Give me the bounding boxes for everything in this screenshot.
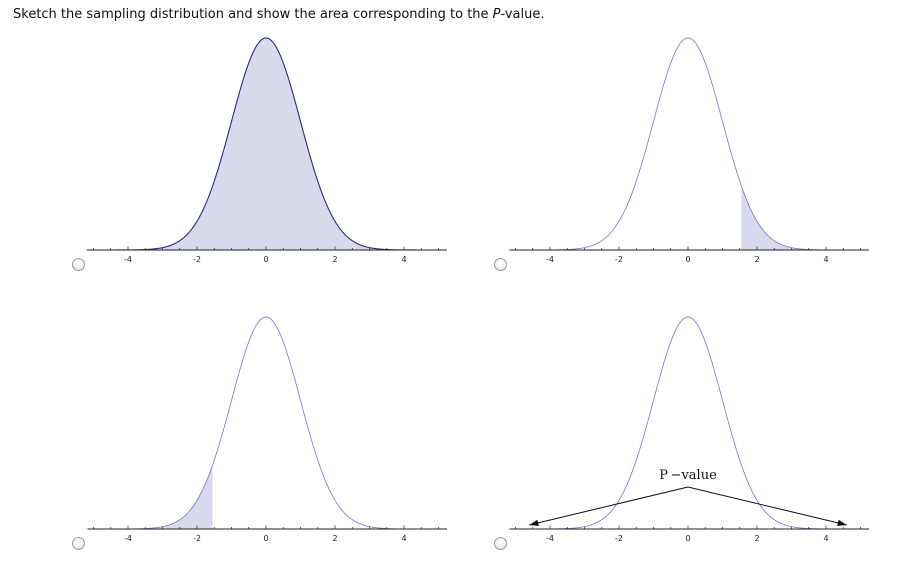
density-curve (508, 37, 868, 251)
tick-label: -4 (124, 255, 132, 264)
tick-label: 4 (401, 534, 406, 543)
option-b: -4 -2 0 2 4 (492, 30, 912, 292)
option-a: -4 -2 0 2 4 (70, 30, 490, 292)
tick-label: 4 (401, 255, 406, 264)
tick-label: 4 (823, 534, 828, 543)
option-c: -4 -2 0 2 4 (70, 309, 490, 571)
shaded-area (741, 186, 868, 250)
shaded-area (86, 465, 213, 529)
option-a-plot: -4 -2 0 2 4 (86, 37, 447, 264)
option-a-radio[interactable] (72, 258, 85, 271)
tick-label: 0 (263, 534, 268, 543)
tick-label: 0 (685, 534, 690, 543)
p-value-label: P −value (659, 468, 717, 483)
option-d-plot: -4 -2 0 2 4 P −value (508, 316, 869, 543)
question-prefix: Sketch the sampling distribution and sho… (13, 7, 493, 22)
option-d: -4 -2 0 2 4 P −value (492, 309, 912, 571)
right-arrow-line (687, 486, 847, 526)
right-arrowhead (837, 519, 847, 527)
tick-label: 4 (823, 255, 828, 264)
question-text: Sketch the sampling distribution and sho… (13, 7, 544, 22)
option-c-radio[interactable] (72, 537, 85, 550)
density-curve (86, 37, 446, 251)
tick-label: -2 (193, 534, 201, 543)
tick-label: 2 (754, 534, 759, 543)
left-arrow-line (529, 486, 689, 526)
tick-label: -4 (546, 534, 554, 543)
option-c-plot: -4 -2 0 2 4 (86, 316, 447, 543)
question-p-italic: P (492, 7, 501, 22)
tick-label: -2 (615, 534, 623, 543)
density-curve (86, 316, 446, 530)
tick-label: 2 (754, 255, 759, 264)
shaded-area (86, 38, 446, 250)
density-curve (508, 316, 868, 530)
tick-label: 2 (332, 534, 337, 543)
tick-label: -4 (124, 534, 132, 543)
tick-label: -2 (193, 255, 201, 264)
option-d-radio[interactable] (494, 537, 507, 550)
tick-label: -2 (615, 255, 623, 264)
left-arrowhead (529, 519, 539, 527)
option-b-plot: -4 -2 0 2 4 (508, 37, 869, 264)
tick-label: 0 (263, 255, 268, 264)
question-suffix: -value. (500, 7, 545, 22)
tick-label: 0 (685, 255, 690, 264)
tick-label: -4 (546, 255, 554, 264)
option-b-radio[interactable] (494, 258, 507, 271)
tick-label: 2 (332, 255, 337, 264)
